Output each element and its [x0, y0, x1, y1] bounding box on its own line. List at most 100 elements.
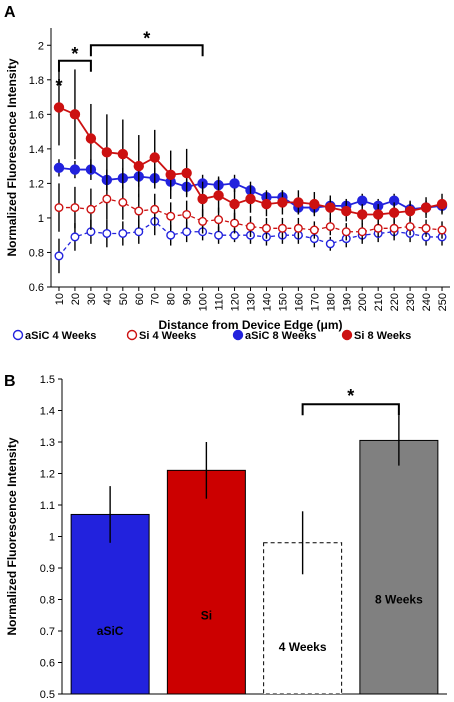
data-point	[166, 230, 176, 240]
data-point	[230, 218, 240, 228]
data-point	[165, 169, 176, 180]
data-point	[389, 223, 399, 233]
legend-label: Si 4 Weeks	[139, 330, 196, 342]
significance-star: *	[347, 386, 354, 406]
data-point	[118, 228, 128, 238]
data-point	[341, 227, 351, 237]
x-tick-label: 100	[198, 293, 210, 311]
y-tick-label: 1	[38, 213, 44, 225]
x-tick-label: 200	[357, 293, 369, 311]
y-tick-label: 1.1	[40, 500, 55, 512]
data-point	[198, 216, 208, 226]
data-point	[245, 222, 255, 232]
y-tick-label: 1.4	[29, 144, 44, 156]
legend-label: Si 8 Weeks	[354, 330, 411, 342]
data-point	[261, 223, 271, 233]
data-point	[372, 209, 384, 220]
significance-star: *	[71, 44, 78, 64]
data-point	[213, 190, 224, 201]
data-point	[357, 227, 367, 237]
x-tick-label: 150	[277, 293, 289, 311]
x-tick-label: 160	[293, 293, 305, 311]
data-point	[166, 211, 176, 221]
legend-marker	[341, 329, 353, 341]
data-point	[437, 225, 447, 235]
y-tick-label: 2	[38, 40, 44, 52]
panel-b-label: B	[4, 373, 16, 390]
data-point	[357, 209, 368, 220]
y-tick-label: 1.2	[29, 178, 44, 190]
legend-entry: Si 4 Weeks	[126, 329, 196, 342]
legend-marker	[232, 329, 244, 341]
data-point	[293, 197, 304, 208]
x-tick-label: 230	[405, 293, 417, 311]
legend-entry: aSiC 4 Weeks	[12, 329, 96, 342]
panel-a-label: A	[4, 4, 16, 21]
bar	[166, 469, 246, 695]
y-tick-label: 1.2	[40, 469, 55, 481]
x-tick-label: 220	[389, 293, 401, 311]
data-point	[404, 205, 416, 217]
y-tick-label: 0.6	[40, 658, 55, 670]
x-tick-label: 70	[150, 293, 162, 305]
x-tick-label: 50	[118, 293, 130, 305]
x-tick-label: 30	[86, 293, 98, 305]
data-point	[70, 232, 80, 242]
data-point	[373, 223, 383, 233]
bar-label: 4 Weeks	[279, 640, 327, 654]
data-point	[149, 152, 160, 163]
data-point	[293, 223, 303, 233]
data-point	[53, 162, 65, 174]
data-point	[341, 205, 352, 217]
x-tick-label: 120	[230, 293, 242, 311]
bar	[359, 439, 439, 695]
x-tick-label: 190	[341, 293, 353, 311]
y-tick-label: 1.6	[29, 109, 44, 121]
data-point	[53, 102, 65, 113]
bar-label: 8 Weeks	[375, 593, 423, 607]
data-point	[405, 222, 415, 232]
significance-bracket	[57, 59, 92, 72]
legend-label: aSiC 8 Weeks	[245, 330, 316, 342]
data-point	[101, 147, 113, 158]
data-point	[134, 227, 144, 237]
x-tick-label: 110	[214, 293, 226, 311]
series-1	[54, 178, 447, 241]
data-point	[54, 203, 64, 213]
x-axis-label: Distance from Device Edge (μm)	[158, 318, 342, 332]
y-tick-label: 1.5	[40, 374, 55, 386]
x-tick-label: 40	[102, 293, 114, 305]
x-tick-label: 60	[134, 293, 146, 305]
data-point	[102, 194, 112, 204]
data-point	[229, 198, 240, 210]
data-point	[102, 228, 112, 238]
y-axis-label: Normalized Fluorescence Intensity	[5, 58, 19, 256]
y-tick-label: 1	[49, 532, 55, 544]
data-point	[134, 206, 144, 216]
x-tick-label: 180	[325, 293, 337, 311]
data-point	[309, 225, 319, 235]
data-point	[197, 193, 208, 205]
data-point	[133, 160, 144, 172]
significance-bracket	[301, 403, 400, 416]
data-point	[357, 195, 368, 206]
data-point	[325, 222, 335, 232]
bar-label: Si	[201, 608, 212, 622]
y-tick-label: 1.8	[29, 75, 44, 87]
x-tick-label: 170	[309, 293, 321, 311]
data-point	[261, 198, 272, 210]
data-point	[86, 204, 96, 214]
x-tick-label: 10	[54, 293, 66, 305]
data-point	[436, 198, 448, 210]
legend-marker	[126, 329, 138, 341]
bar-chart: 0.5 0.6 0.7 0.8 0.9 1 1.1 1.2 1.3 1.4 1.5 Normalize…	[5, 374, 447, 701]
bar-label: aSiC	[97, 624, 124, 638]
data-point	[277, 223, 287, 233]
data-point	[421, 223, 431, 233]
legend-label: aSiC 4 Weeks	[25, 330, 96, 342]
x-tick-label: 210	[373, 293, 385, 311]
x-tick-label: 240	[421, 293, 433, 311]
y-tick-label: 0.9	[40, 563, 55, 575]
series-3	[53, 69, 448, 225]
